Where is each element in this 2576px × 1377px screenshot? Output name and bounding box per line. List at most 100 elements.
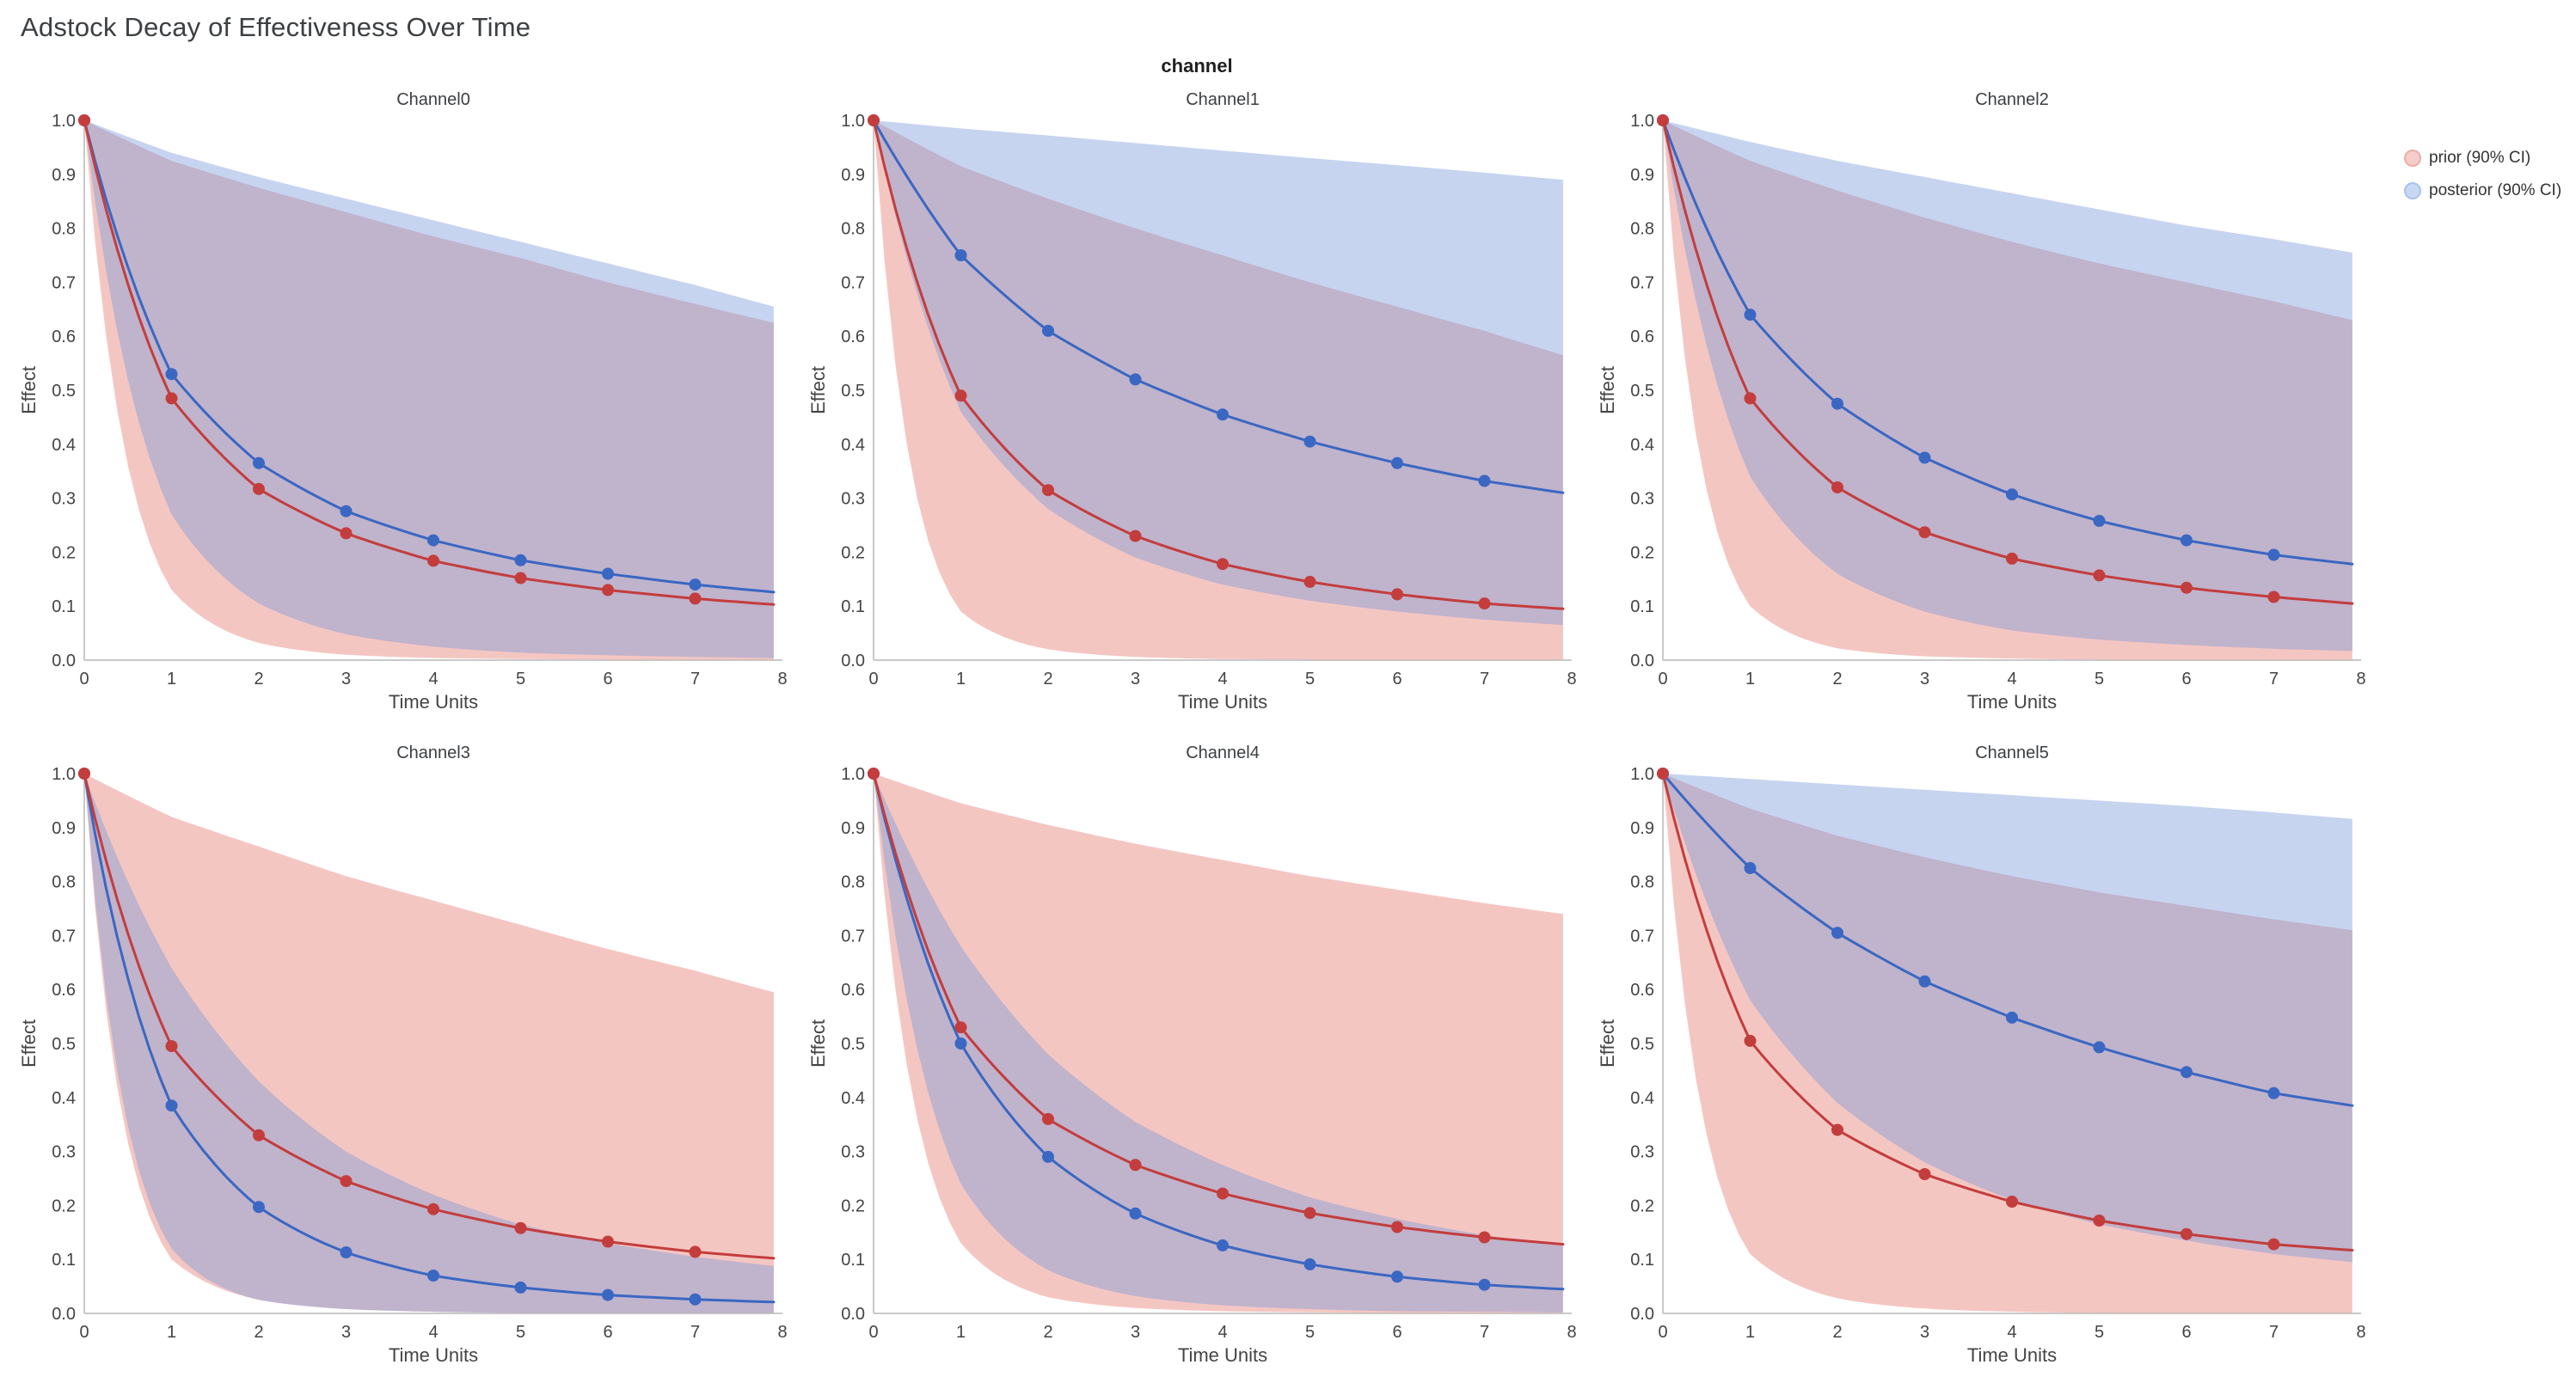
svg-text:3: 3: [1131, 1323, 1140, 1342]
svg-text:0: 0: [1658, 1323, 1667, 1342]
legend-item-posterior[interactable]: posterior (90% CI): [2404, 181, 2576, 201]
svg-text:0.2: 0.2: [841, 543, 865, 562]
legend: prior (90% CI) posterior (90% CI): [2404, 148, 2576, 213]
svg-text:0.6: 0.6: [841, 327, 865, 346]
svg-text:Time Units: Time Units: [389, 691, 478, 713]
svg-text:0.3: 0.3: [1630, 1143, 1654, 1162]
svg-text:0.7: 0.7: [52, 927, 76, 946]
svg-text:0.7: 0.7: [1630, 927, 1654, 946]
svg-text:Time Units: Time Units: [1178, 691, 1267, 713]
svg-text:8: 8: [1567, 1323, 1576, 1342]
svg-text:7: 7: [2269, 1323, 2279, 1342]
svg-text:Channel2: Channel2: [1975, 90, 2049, 109]
svg-text:4: 4: [1217, 670, 1227, 688]
svg-text:7: 7: [2269, 670, 2279, 688]
svg-text:Time Units: Time Units: [389, 1344, 478, 1366]
svg-text:0.1: 0.1: [52, 1251, 76, 1270]
svg-text:0.8: 0.8: [1630, 220, 1654, 239]
facet-label: channel: [1161, 55, 1233, 76]
svg-text:0.4: 0.4: [841, 1089, 865, 1108]
prior-swatch-icon: [2404, 150, 2421, 167]
svg-text:6: 6: [1392, 1323, 1401, 1342]
channel0-chart: 0 1 2 3 4 5 6 7 8 0.0 0.1 0.2 0.3 0.4 0.5 0.6 0.7 0.8 0.9 1…: [18, 90, 788, 713]
svg-text:3: 3: [1131, 670, 1140, 688]
subplot-grid: 0 1 2 3 4 5 6 7 8 0.0 0.1 0.2 0.3 0.4 0.5 0.6 0.7 0.8 0.9 1…: [18, 83, 2373, 1368]
svg-text:Effect: Effect: [21, 366, 40, 414]
svg-text:8: 8: [1567, 670, 1576, 688]
svg-text:1.0: 1.0: [1630, 765, 1654, 784]
plot-area-wrap: channel 0 1 2 3 4 5 6 7 8 0.0 0.1 0.2 0.3 0.4 0.5 0.6 0.…: [18, 55, 2373, 1368]
svg-text:0.0: 0.0: [52, 1305, 76, 1324]
svg-text:8: 8: [2356, 1323, 2365, 1342]
svg-text:5: 5: [1305, 670, 1315, 688]
svg-text:Effect: Effect: [810, 1019, 829, 1068]
svg-text:0: 0: [1658, 670, 1667, 688]
svg-text:1.0: 1.0: [841, 112, 865, 131]
svg-text:8: 8: [777, 1323, 787, 1342]
svg-text:5: 5: [516, 1323, 525, 1342]
svg-text:0.6: 0.6: [52, 981, 76, 1000]
svg-text:Time Units: Time Units: [1967, 691, 2057, 713]
channel3-chart: 0 1 2 3 4 5 6 7 8 0.0 0.1 0.2 0.3 0.4 0.5 0.6 0.7 0.8 0.9 1…: [18, 744, 788, 1366]
svg-text:Time Units: Time Units: [1967, 1344, 2057, 1366]
svg-text:0.5: 0.5: [1630, 1035, 1654, 1054]
svg-text:0.5: 0.5: [1630, 382, 1654, 401]
svg-text:0.4: 0.4: [1630, 436, 1654, 455]
svg-text:6: 6: [1392, 670, 1401, 688]
svg-text:0.6: 0.6: [1630, 327, 1654, 346]
svg-text:0.2: 0.2: [52, 543, 76, 562]
svg-text:7: 7: [690, 670, 700, 688]
svg-text:0.1: 0.1: [841, 1251, 865, 1270]
svg-text:0.5: 0.5: [841, 382, 865, 401]
subplot-channel2: 0 1 2 3 4 5 6 7 8 0.0 0.1 0.2 0.3 0.4 0.5 0.6 0.7 0.8 0.9 1…: [1597, 83, 2373, 715]
legend-item-label: posterior (90% CI): [2429, 181, 2562, 199]
svg-text:0.9: 0.9: [1630, 166, 1654, 185]
svg-text:Channel5: Channel5: [1975, 744, 2049, 762]
svg-text:5: 5: [2095, 670, 2104, 688]
svg-text:8: 8: [777, 670, 787, 688]
svg-text:2: 2: [1043, 1323, 1052, 1342]
svg-text:0.0: 0.0: [841, 1305, 865, 1324]
svg-text:0.9: 0.9: [52, 819, 76, 838]
svg-text:0.2: 0.2: [52, 1196, 76, 1215]
svg-text:0.6: 0.6: [841, 981, 865, 1000]
svg-text:2: 2: [1832, 670, 1842, 688]
svg-text:2: 2: [254, 1323, 263, 1342]
svg-text:Effect: Effect: [21, 1019, 40, 1068]
svg-text:4: 4: [1217, 1323, 1227, 1342]
svg-text:Channel4: Channel4: [1186, 744, 1260, 762]
svg-text:Channel0: Channel0: [396, 90, 470, 109]
svg-text:0.9: 0.9: [1630, 819, 1654, 838]
svg-text:5: 5: [1305, 1323, 1315, 1342]
svg-text:3: 3: [1920, 1323, 1929, 1342]
svg-text:3: 3: [1920, 670, 1929, 688]
channel4-chart: 0 1 2 3 4 5 6 7 8 0.0 0.1 0.2 0.3 0.4 0.5 0.6 0.7 0.8 0.9 1…: [807, 744, 1577, 1366]
svg-text:0.8: 0.8: [52, 220, 76, 239]
svg-text:0: 0: [868, 670, 878, 688]
svg-text:6: 6: [603, 1323, 612, 1342]
svg-text:0.0: 0.0: [1630, 1305, 1654, 1324]
svg-text:0.2: 0.2: [1630, 543, 1654, 562]
svg-text:7: 7: [1480, 1323, 1489, 1342]
svg-text:0.7: 0.7: [1630, 273, 1654, 292]
legend-item-prior[interactable]: prior (90% CI): [2404, 148, 2576, 168]
svg-text:6: 6: [603, 670, 612, 688]
svg-text:6: 6: [2181, 1323, 2191, 1342]
svg-text:0.6: 0.6: [52, 327, 76, 346]
svg-text:0.3: 0.3: [841, 490, 865, 509]
svg-text:0.6: 0.6: [1630, 981, 1654, 1000]
svg-text:2: 2: [1043, 670, 1052, 688]
svg-text:0.8: 0.8: [1630, 873, 1654, 892]
svg-text:0.3: 0.3: [52, 490, 76, 509]
svg-text:Effect: Effect: [1599, 366, 1618, 414]
svg-text:0.1: 0.1: [841, 597, 865, 616]
svg-text:0.0: 0.0: [1630, 652, 1654, 670]
svg-text:0.4: 0.4: [1630, 1089, 1654, 1108]
svg-text:0.3: 0.3: [1630, 490, 1654, 509]
svg-text:0.9: 0.9: [52, 166, 76, 185]
svg-text:3: 3: [341, 670, 351, 688]
svg-text:0.8: 0.8: [52, 873, 76, 892]
svg-text:0.9: 0.9: [841, 166, 865, 185]
svg-text:1: 1: [956, 670, 966, 688]
